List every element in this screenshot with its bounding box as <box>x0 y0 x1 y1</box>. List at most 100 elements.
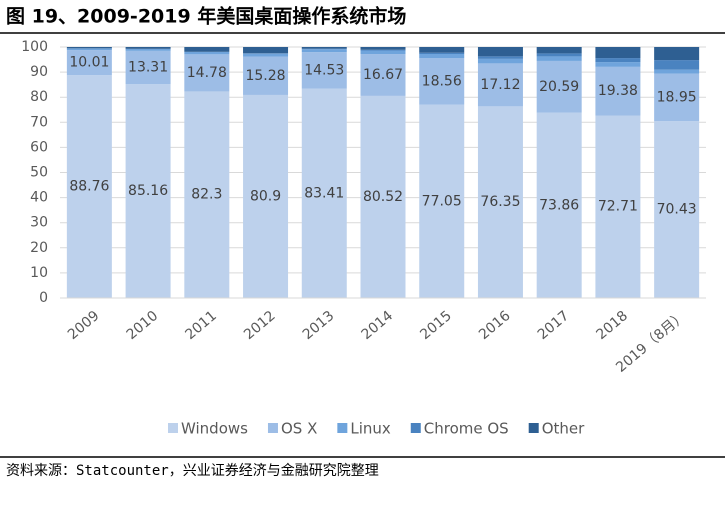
legend-swatch <box>337 423 348 433</box>
y-tick-label: 10 <box>30 265 48 281</box>
bar-segment <box>243 94 289 298</box>
legend-swatch <box>528 423 539 433</box>
legend-label: Other <box>542 420 585 438</box>
bar-segment <box>595 58 641 63</box>
data-label: 18.56 <box>422 73 462 89</box>
y-tick-label: 90 <box>30 64 48 80</box>
data-label: 73.86 <box>539 197 579 213</box>
x-tick-label: 2010 <box>124 308 162 343</box>
data-label: 15.28 <box>245 68 285 84</box>
y-tick-label: 80 <box>30 89 48 105</box>
legend-label: Windows <box>181 420 248 438</box>
bar-segment <box>419 58 465 105</box>
data-label: 82.3 <box>191 187 222 203</box>
bar-segment <box>184 54 230 92</box>
bar-segment <box>654 47 700 61</box>
y-tick-label: 40 <box>30 190 48 206</box>
bar-segment <box>536 112 582 299</box>
legend-label: Chrome OS <box>424 420 509 438</box>
bar-segment <box>419 47 465 53</box>
bar-segment <box>66 50 112 76</box>
bar-segment <box>477 56 523 59</box>
bar-segment <box>536 60 582 113</box>
legend-swatch <box>267 423 278 433</box>
bar-segment <box>477 106 523 298</box>
source: 资料来源：Statcounter，兴业证券经济与金融研究院整理 <box>6 463 379 479</box>
bar-segment <box>419 54 465 59</box>
bar-segment <box>243 53 289 57</box>
data-label: 10.01 <box>69 55 109 71</box>
bar-segment <box>654 60 700 70</box>
data-label: 14.53 <box>304 62 344 78</box>
y-tick-label: 70 <box>30 114 48 130</box>
data-label: 19.38 <box>598 83 638 99</box>
bar-segment <box>66 75 112 298</box>
bar-segment <box>301 52 347 89</box>
y-tick-label: 0 <box>39 290 48 306</box>
bar-segment <box>184 51 230 55</box>
bar-segment <box>184 91 230 298</box>
bar-segment <box>360 50 406 55</box>
bar-segment <box>125 84 171 298</box>
data-label: 14.78 <box>187 65 227 81</box>
bar-segment <box>360 95 406 298</box>
y-tick-label: 50 <box>30 165 48 181</box>
bar-segment <box>595 47 641 59</box>
x-tick-label: 2016 <box>476 308 514 343</box>
data-label: 85.16 <box>128 183 168 199</box>
bar-segment <box>360 47 406 50</box>
bar-segment <box>301 48 347 50</box>
bar-segment <box>184 47 230 52</box>
bar-segment <box>360 49 406 51</box>
legend-label: Linux <box>350 420 391 438</box>
bar-segment <box>477 63 523 107</box>
bar-segment <box>243 47 289 54</box>
x-tick-label: 2017 <box>535 308 573 343</box>
data-label: 77.05 <box>422 193 462 209</box>
bar-segment <box>654 69 700 74</box>
y-tick-label: 20 <box>30 240 48 256</box>
data-label: 13.31 <box>128 60 168 76</box>
data-label: 83.41 <box>304 185 344 201</box>
chart-title: 图 19、2009-2019 年美国桌面操作系统市场 <box>6 5 406 28</box>
bar-segment <box>125 50 171 85</box>
data-label: 18.95 <box>657 89 697 105</box>
x-tick-label: 2018 <box>593 308 631 343</box>
legend-swatch <box>410 423 421 433</box>
data-label: 80.9 <box>250 188 281 204</box>
y-tick-label: 30 <box>30 215 48 231</box>
data-label: 88.76 <box>69 179 109 195</box>
y-tick-label: 100 <box>21 39 48 55</box>
bar-segment <box>301 49 347 53</box>
data-label: 70.43 <box>657 202 697 218</box>
x-tick-label: 2013 <box>300 308 338 343</box>
data-label: 16.67 <box>363 67 403 83</box>
bar-segment <box>595 66 641 116</box>
bar-segment <box>66 47 112 49</box>
data-label: 76.35 <box>480 194 520 210</box>
legend-label: OS X <box>281 420 317 438</box>
data-label: 72.71 <box>598 199 638 215</box>
y-tick-label: 60 <box>30 139 48 155</box>
bar-segment <box>301 88 347 298</box>
bar-segment <box>419 104 465 299</box>
bar-segment <box>595 115 641 299</box>
bar-segment <box>243 56 289 95</box>
bar-segment <box>125 47 171 49</box>
bar-segment <box>595 62 641 67</box>
bar-segment <box>536 53 582 57</box>
bar-segment <box>477 47 523 57</box>
bar-segment <box>125 48 171 51</box>
bar-segment <box>654 121 700 298</box>
data-label: 17.12 <box>480 77 520 93</box>
bar-segment <box>301 47 347 49</box>
x-tick-label: 2012 <box>241 308 279 343</box>
legend-swatch <box>168 423 178 433</box>
bar-segment <box>360 54 406 96</box>
bar-segment <box>536 47 582 54</box>
bar-segment <box>477 58 523 64</box>
bar-segment <box>536 56 582 61</box>
x-tick-label: 2009 <box>65 308 103 343</box>
bar-segment <box>419 52 465 55</box>
